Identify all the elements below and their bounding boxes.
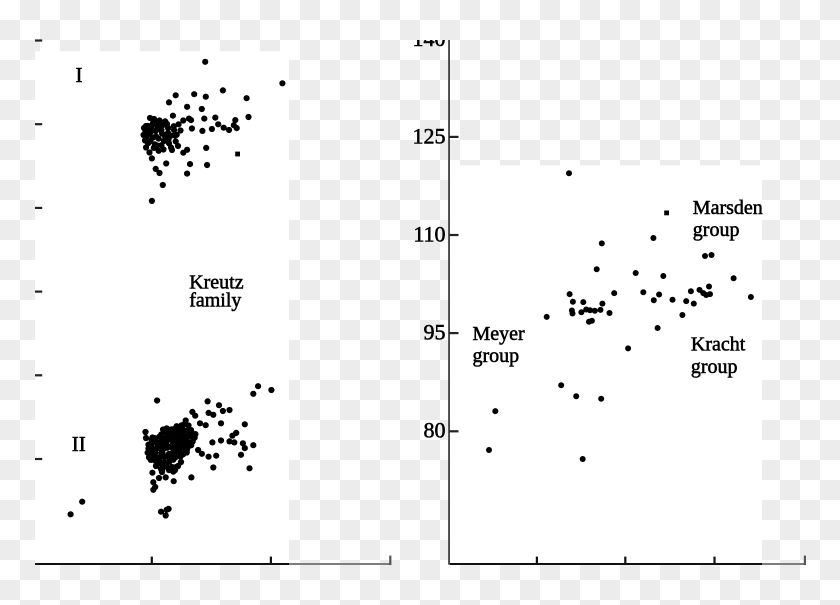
svg-text:group: group: [473, 345, 520, 367]
svg-text:80: 80: [424, 418, 446, 443]
svg-text:I: I: [76, 63, 83, 87]
svg-text:Kracht: Kracht: [691, 334, 746, 356]
svg-text:95: 95: [424, 320, 446, 345]
svg-text:110: 110: [413, 221, 445, 246]
svg-text:II: II: [72, 432, 86, 456]
svg-text:group: group: [691, 356, 738, 378]
svg-text:Meyer: Meyer: [473, 323, 526, 345]
svg-text:group: group: [693, 219, 740, 241]
svg-text:140: 140: [413, 26, 446, 51]
svg-text:Marsden: Marsden: [693, 197, 763, 219]
svg-text:125: 125: [413, 123, 446, 148]
svg-text:Kreutz: Kreutz: [189, 271, 244, 293]
svg-text:family: family: [189, 290, 241, 312]
